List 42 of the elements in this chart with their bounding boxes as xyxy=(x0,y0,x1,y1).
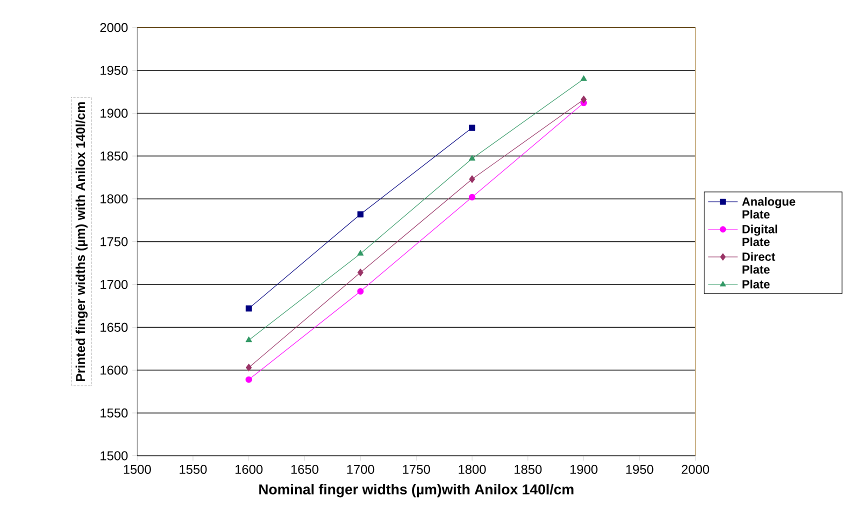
point xyxy=(580,96,587,104)
point xyxy=(357,250,364,256)
x-tick-label: 1550 xyxy=(180,464,207,474)
point xyxy=(246,306,252,312)
point xyxy=(469,124,476,131)
legend-label: Direct Plate xyxy=(742,252,776,274)
legend-label: Digital Plate xyxy=(742,224,778,246)
y-axis-title: Printed finger widths (µm) with Anilox 140l/cm xyxy=(76,102,88,382)
x-tick-label: 1950 xyxy=(626,464,654,474)
x-tick-label: 1900 xyxy=(570,464,598,474)
x-tick-label: 1650 xyxy=(291,464,318,474)
x-tick-label: 1850 xyxy=(514,464,542,474)
point xyxy=(580,75,587,82)
point xyxy=(246,364,252,372)
y-tick-label: 1500 xyxy=(100,451,128,460)
y-tick-label: 1800 xyxy=(100,194,128,204)
x-tick-label: 2000 xyxy=(682,464,710,474)
point xyxy=(246,376,252,383)
y-tick-label: 2000 xyxy=(100,23,128,32)
y-tick-label: 1850 xyxy=(100,152,128,161)
x-tick-label: 1750 xyxy=(403,464,430,474)
legend-label: Plate xyxy=(742,280,770,289)
x-axis-title: Nominal finger widths (µm)with Anilox 140l/cm xyxy=(259,484,574,498)
x-tick-label: 1700 xyxy=(347,464,374,474)
y-tick-label: 1700 xyxy=(100,280,128,290)
y-tick-label: 1550 xyxy=(100,408,128,418)
y-tick-label: 1600 xyxy=(100,366,128,375)
legend-label: Analogue Plate xyxy=(742,197,796,219)
point xyxy=(357,268,364,276)
point xyxy=(469,175,476,184)
x-tick-label: 1500 xyxy=(124,464,151,474)
point xyxy=(357,211,364,218)
y-tick-label: 1650 xyxy=(100,322,128,332)
x-tick-label: 1600 xyxy=(236,464,263,474)
point xyxy=(468,155,476,161)
y-tick-label: 1900 xyxy=(100,108,128,118)
point xyxy=(246,336,252,342)
y-tick-label: 1950 xyxy=(100,66,128,76)
point xyxy=(468,194,476,201)
y-tick-label: 1750 xyxy=(100,237,128,246)
point xyxy=(357,288,364,295)
x-tick-label: 1800 xyxy=(458,464,486,474)
